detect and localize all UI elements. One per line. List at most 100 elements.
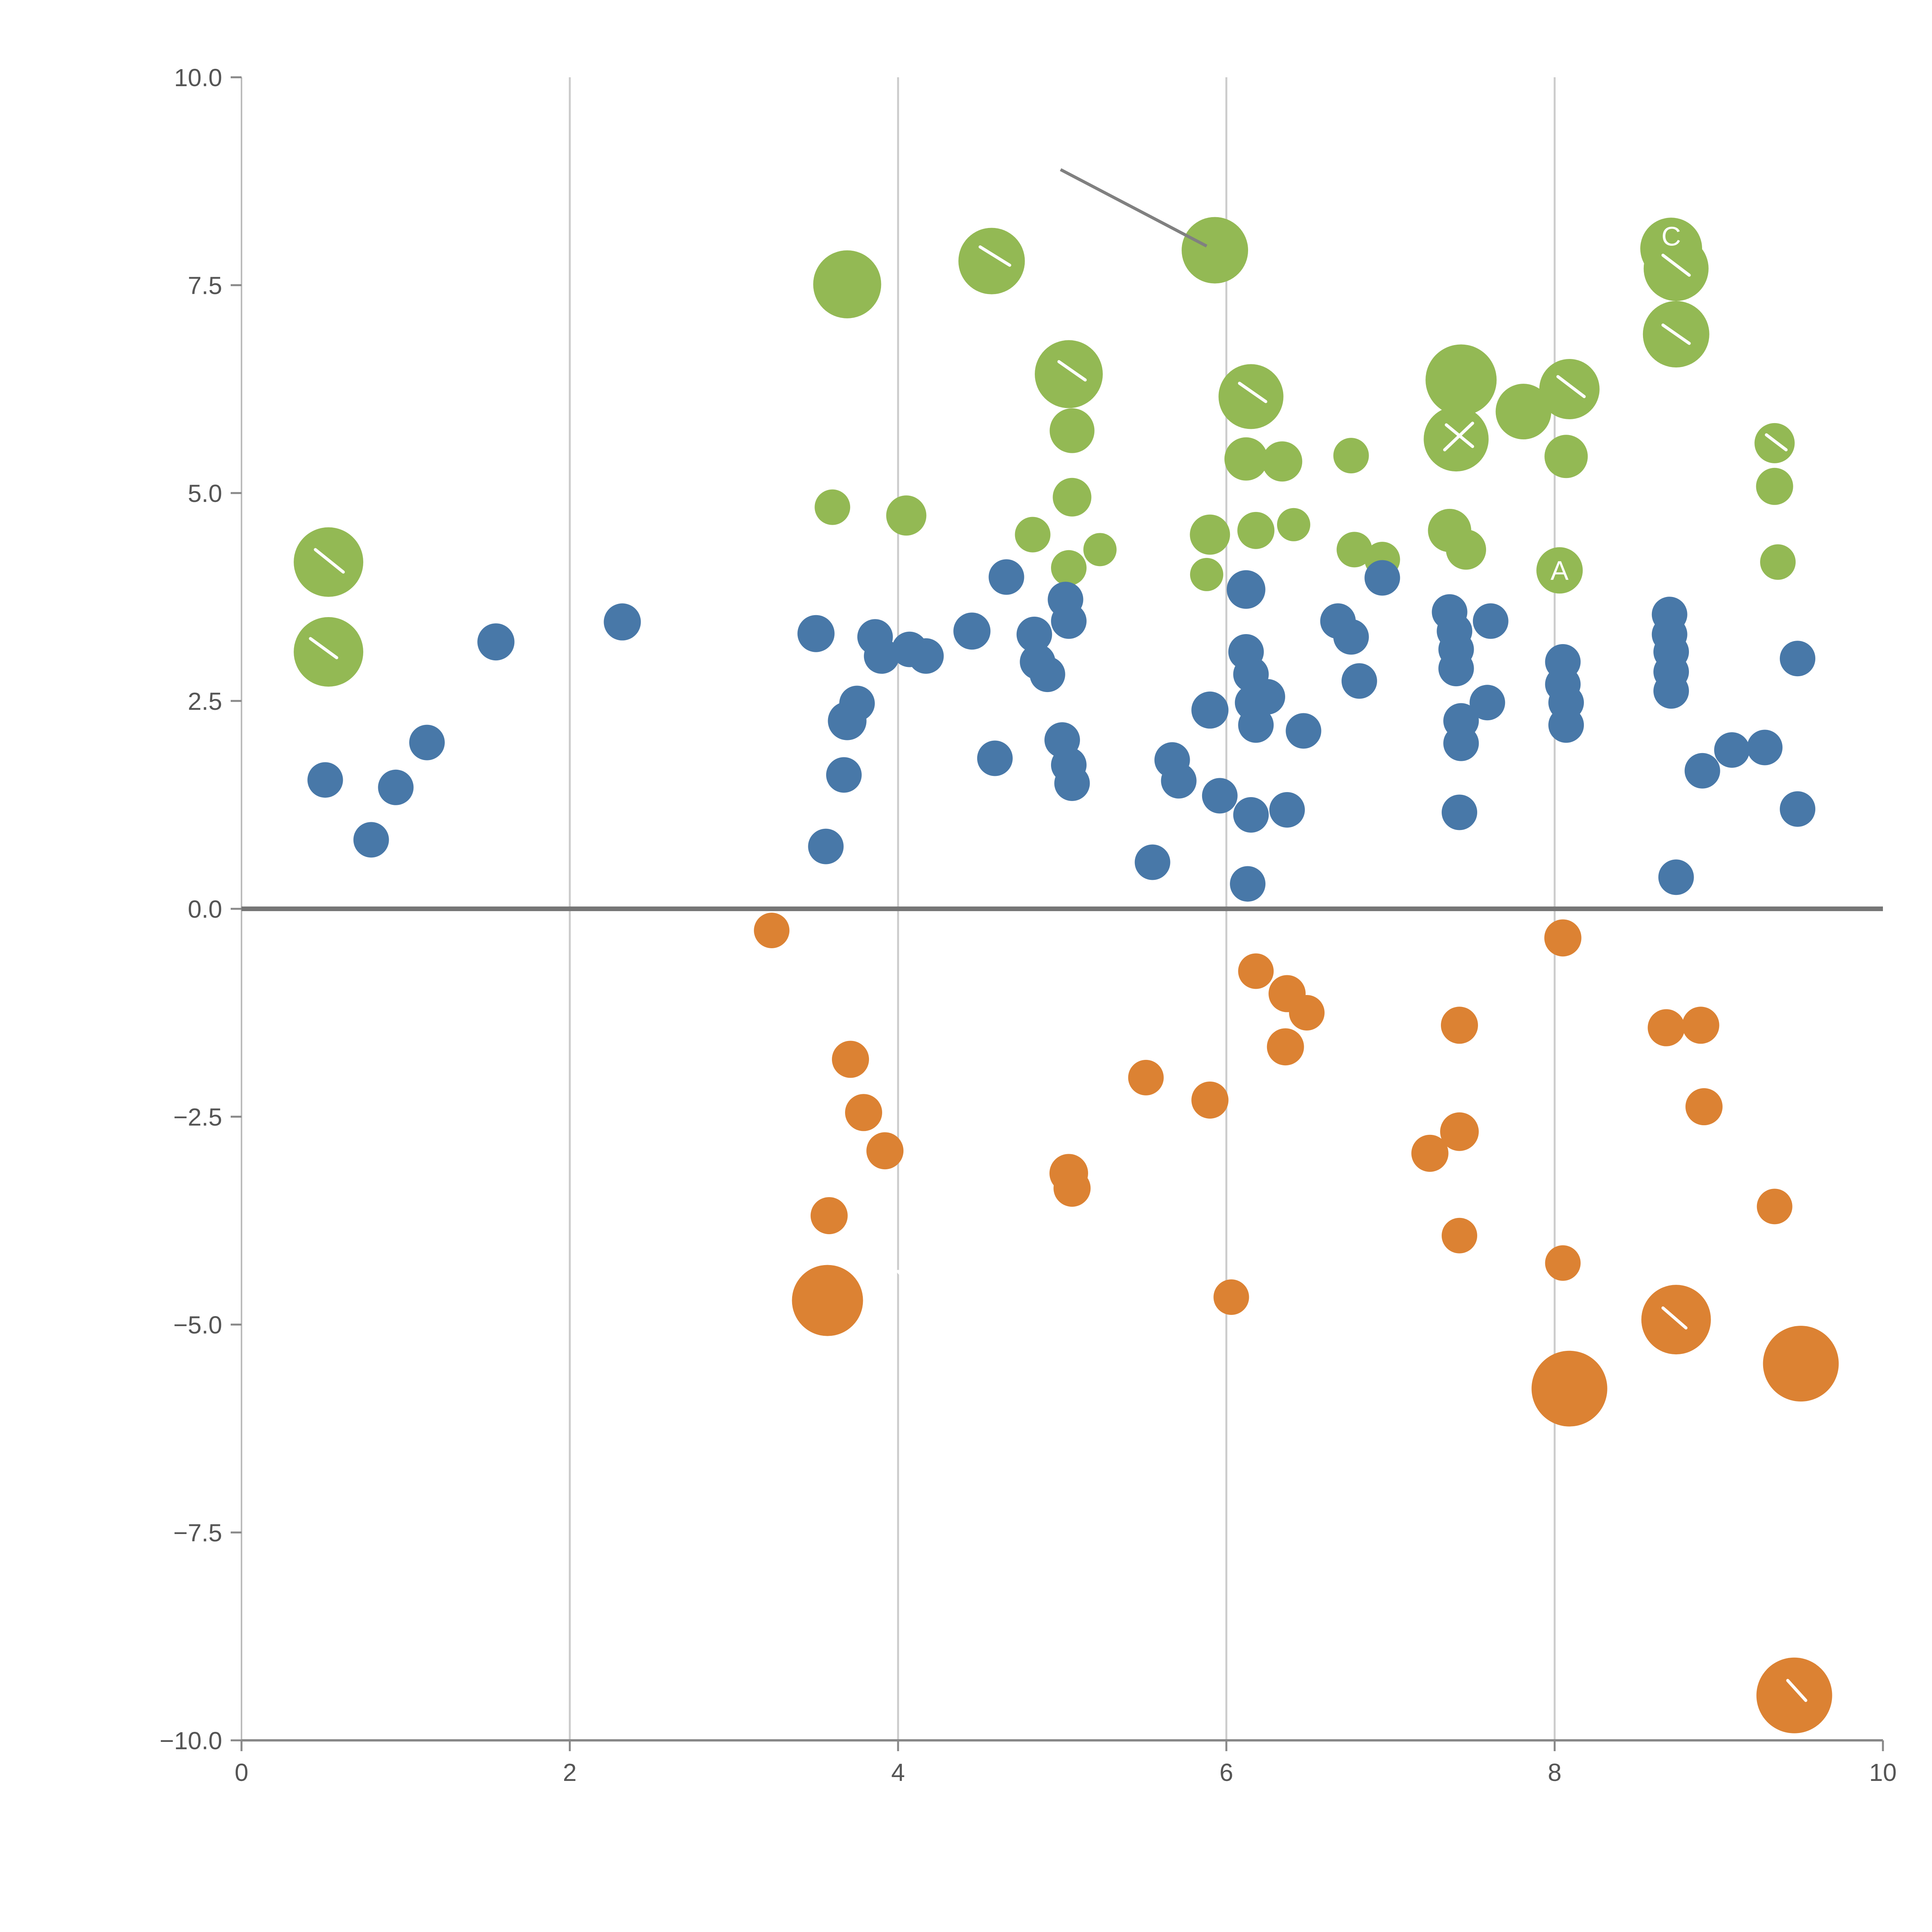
data-point-blue [839, 685, 875, 721]
data-point-orange [845, 1094, 882, 1131]
data-point-green [1190, 514, 1230, 555]
annotation-leader-line [1238, 381, 1267, 403]
data-point-green [886, 495, 927, 536]
data-point-green [815, 489, 850, 525]
annotation-pointer-line [1060, 168, 1208, 248]
annotation-leader-line [314, 548, 345, 574]
y-tick-label: −2.5 [173, 1103, 222, 1131]
data-point-orange [1763, 1326, 1839, 1402]
data-point-green [1754, 423, 1795, 463]
annotation-label: A [1551, 556, 1569, 586]
data-point-blue [1333, 619, 1369, 655]
x-tick-label: 0 [235, 1759, 248, 1786]
y-tick-label: −10.0 [160, 1727, 222, 1755]
data-point-blue [977, 740, 1013, 776]
x-tick-label: 6 [1219, 1759, 1233, 1786]
data-point-orange [1682, 1007, 1719, 1044]
y-tick-label: 2.5 [188, 687, 222, 715]
y-tick-label: 0.0 [188, 895, 222, 923]
data-point-green [1337, 532, 1372, 568]
data-point-blue [604, 603, 641, 641]
data-point-green [1544, 435, 1588, 478]
data-point-orange [1053, 1170, 1091, 1207]
data-point-green [1643, 236, 1709, 301]
data-point-orange [1441, 1007, 1478, 1044]
data-point-blue [1226, 570, 1265, 609]
data-point-blue [1191, 691, 1229, 729]
data-point-orange [1531, 1350, 1607, 1427]
data-point-green [1049, 408, 1095, 453]
data-point-orange [1191, 1081, 1229, 1119]
annotation-leader-line [1765, 433, 1788, 452]
data-point-green [1756, 468, 1793, 505]
data-point-orange [1238, 953, 1274, 989]
data-point-blue [1653, 673, 1689, 709]
annotation-leader-line [309, 637, 338, 660]
data-point-blue [1230, 866, 1266, 902]
data-point-orange [1756, 1657, 1832, 1733]
data-point-green [1053, 478, 1092, 517]
data-point-orange [1440, 1112, 1479, 1151]
data-point-blue [1442, 794, 1478, 830]
data-point-green [958, 228, 1025, 294]
data-point-orange [754, 912, 790, 948]
data-point-blue [477, 623, 515, 661]
data-point-blue [1029, 656, 1065, 692]
data-point-blue [808, 828, 844, 864]
data-point-green [1182, 217, 1248, 284]
data-point-green [1218, 364, 1284, 429]
data-point-blue [1747, 730, 1783, 765]
data-point-blue [1269, 792, 1305, 828]
data-point-green [813, 250, 881, 318]
y-tick-label: 5.0 [188, 480, 222, 507]
data-point-blue [797, 615, 835, 652]
data-point-blue [826, 757, 862, 793]
data-point-orange [792, 1265, 863, 1336]
x-tick-label: 8 [1548, 1759, 1562, 1786]
data-point-orange [1442, 1218, 1478, 1253]
data-point-blue [1233, 797, 1269, 833]
annotation-leader-line [978, 245, 1012, 267]
data-point-orange [866, 1132, 904, 1170]
data-point-orange [1411, 1134, 1449, 1172]
data-point-blue [1443, 725, 1479, 761]
data-point-blue [1658, 859, 1694, 895]
x-tick-label: 4 [891, 1759, 905, 1786]
data-point-blue [307, 762, 343, 798]
data-point-green [1237, 512, 1275, 549]
data-point-green [1277, 508, 1310, 541]
x-tick-label: 10 [1869, 1759, 1896, 1786]
data-point-orange [1545, 1245, 1581, 1281]
data-point-green [1083, 533, 1117, 566]
data-point-green [1539, 359, 1600, 419]
series-orange [754, 912, 1839, 1733]
data-point-orange [1544, 919, 1582, 957]
data-point-blue [1469, 685, 1505, 721]
data-point-green [1333, 438, 1369, 474]
data-point-blue [864, 638, 900, 674]
data-point-blue [1684, 753, 1720, 789]
data-point-blue [988, 559, 1024, 595]
data-point-orange [1685, 1088, 1723, 1126]
data-point-green [1224, 437, 1268, 481]
data-point-green [1425, 344, 1497, 416]
data-point-blue [1341, 663, 1377, 699]
data-point-green [1190, 558, 1223, 591]
data-point-blue [1548, 707, 1584, 743]
data-point-blue [1438, 651, 1474, 687]
data-point-blue [1134, 844, 1170, 880]
data-point-orange [810, 1197, 848, 1235]
x-tick-label: 2 [563, 1759, 577, 1786]
data-point-blue [1161, 763, 1197, 799]
data-point-green [1051, 550, 1087, 586]
data-point-blue [1780, 641, 1816, 677]
data-point-green [1495, 384, 1551, 440]
y-tick-label: −5.0 [173, 1311, 222, 1339]
annotation-leader-line [1443, 422, 1474, 452]
data-point-blue [1780, 791, 1816, 827]
series-green [294, 217, 1796, 687]
data-point-blue [1016, 616, 1052, 652]
annotation-label: C [1662, 221, 1681, 252]
data-point-orange [1757, 1189, 1793, 1225]
